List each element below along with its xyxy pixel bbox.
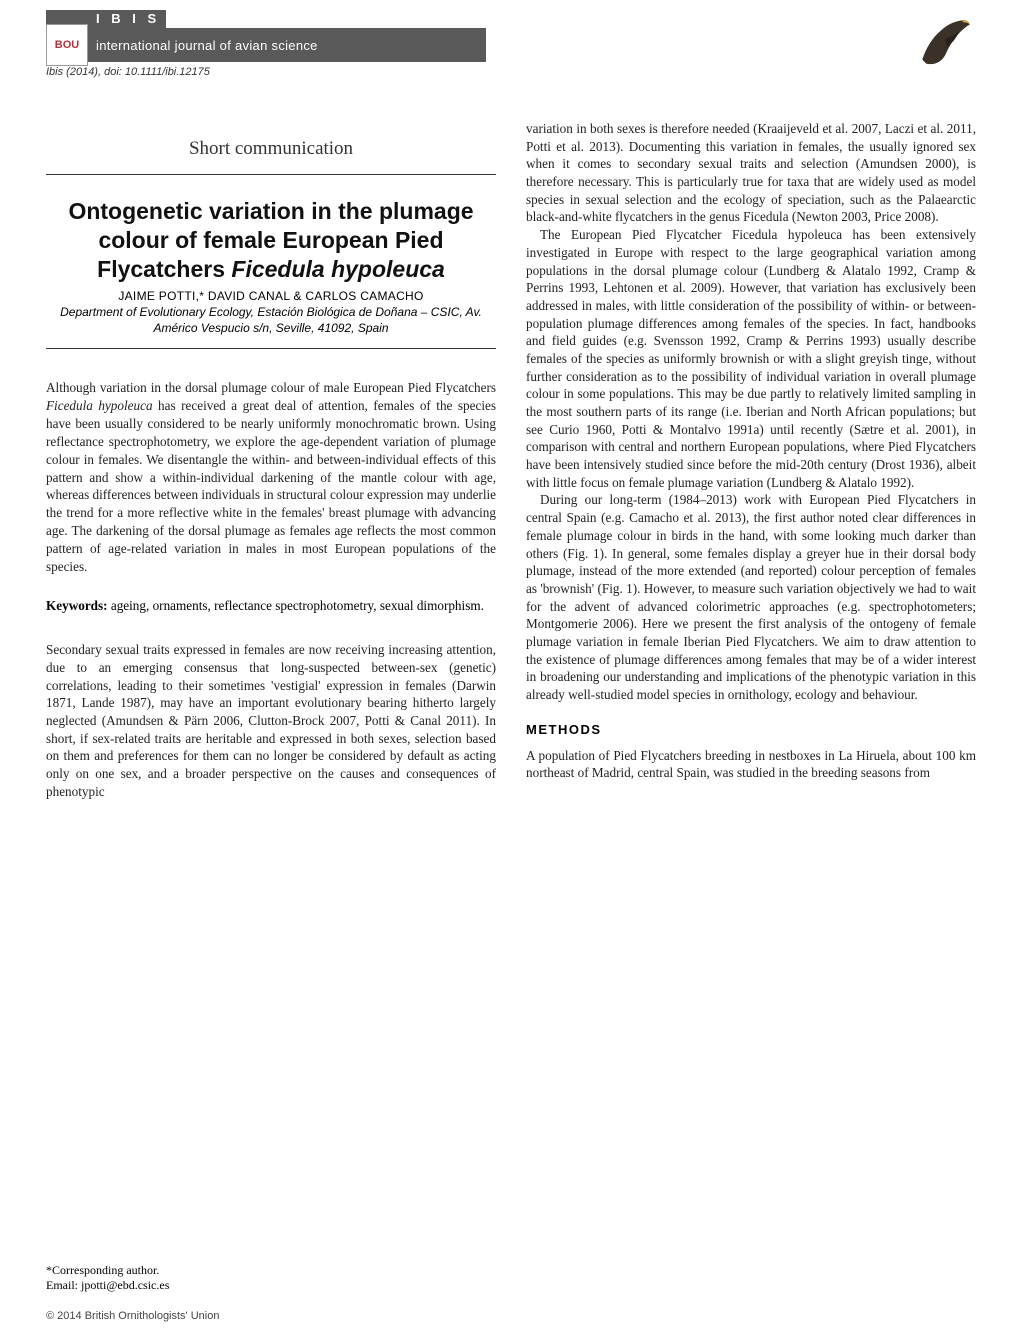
keywords-label: Keywords: bbox=[46, 598, 108, 613]
corresp-email: Email: jpotti@ebd.csic.es bbox=[46, 1278, 169, 1294]
divider bbox=[46, 174, 496, 175]
article-title: Ontogenetic variation in the plumage col… bbox=[58, 197, 484, 283]
title-species: Ficedula hypoleuca bbox=[231, 256, 444, 282]
corresp-line1: *Corresponding author. bbox=[46, 1263, 169, 1279]
abstract-pre: Although variation in the dorsal plumage… bbox=[46, 380, 496, 395]
intro-paragraph: Secondary sexual traits expressed in fem… bbox=[46, 641, 496, 800]
keywords-text: ageing, ornaments, reflectance spectroph… bbox=[108, 598, 484, 613]
methods-text: A population of Pied Flycatchers breedin… bbox=[526, 747, 976, 782]
article-type: Short communication bbox=[46, 138, 496, 160]
corresponding-author: *Corresponding author. Email: jpotti@ebd… bbox=[46, 1263, 169, 1294]
copyright: © 2014 British Ornithologists' Union bbox=[46, 1310, 219, 1322]
bou-badge: BOU bbox=[46, 24, 88, 66]
right-column: variation in both sexes is therefore nee… bbox=[526, 120, 976, 800]
bird-icon bbox=[914, 10, 976, 72]
divider bbox=[46, 348, 496, 349]
intro-text: Secondary sexual traits expressed in fem… bbox=[46, 641, 496, 800]
paragraph-3: During our long-term (1984–2013) work wi… bbox=[526, 491, 976, 703]
header-band-text: international journal of avian science bbox=[96, 38, 318, 53]
keywords: Keywords: ageing, ornaments, reflectance… bbox=[46, 597, 496, 615]
journal-citation: Ibis (2014), doi: 10.1111/ibi.12175 bbox=[46, 66, 210, 78]
header-band: international journal of avian science bbox=[46, 28, 486, 62]
abstract: Although variation in the dorsal plumage… bbox=[46, 379, 496, 575]
methods-heading: METHODS bbox=[526, 722, 976, 737]
body-text: variation in both sexes is therefore nee… bbox=[526, 120, 976, 704]
abstract-post: has received a great deal of attention, … bbox=[46, 398, 496, 573]
methods-paragraph: A population of Pied Flycatchers breedin… bbox=[526, 747, 976, 782]
paragraph-2: The European Pied Flycatcher Ficedula hy… bbox=[526, 226, 976, 491]
abstract-species: Ficedula hypoleuca bbox=[46, 398, 153, 413]
affiliation: Department of Evolutionary Ecology, Esta… bbox=[46, 305, 496, 336]
authors: JAIME POTTI,* DAVID CANAL & CARLOS CAMAC… bbox=[46, 289, 496, 303]
paragraph-1: variation in both sexes is therefore nee… bbox=[526, 120, 976, 226]
left-column: Short communication Ontogenetic variatio… bbox=[46, 120, 496, 800]
